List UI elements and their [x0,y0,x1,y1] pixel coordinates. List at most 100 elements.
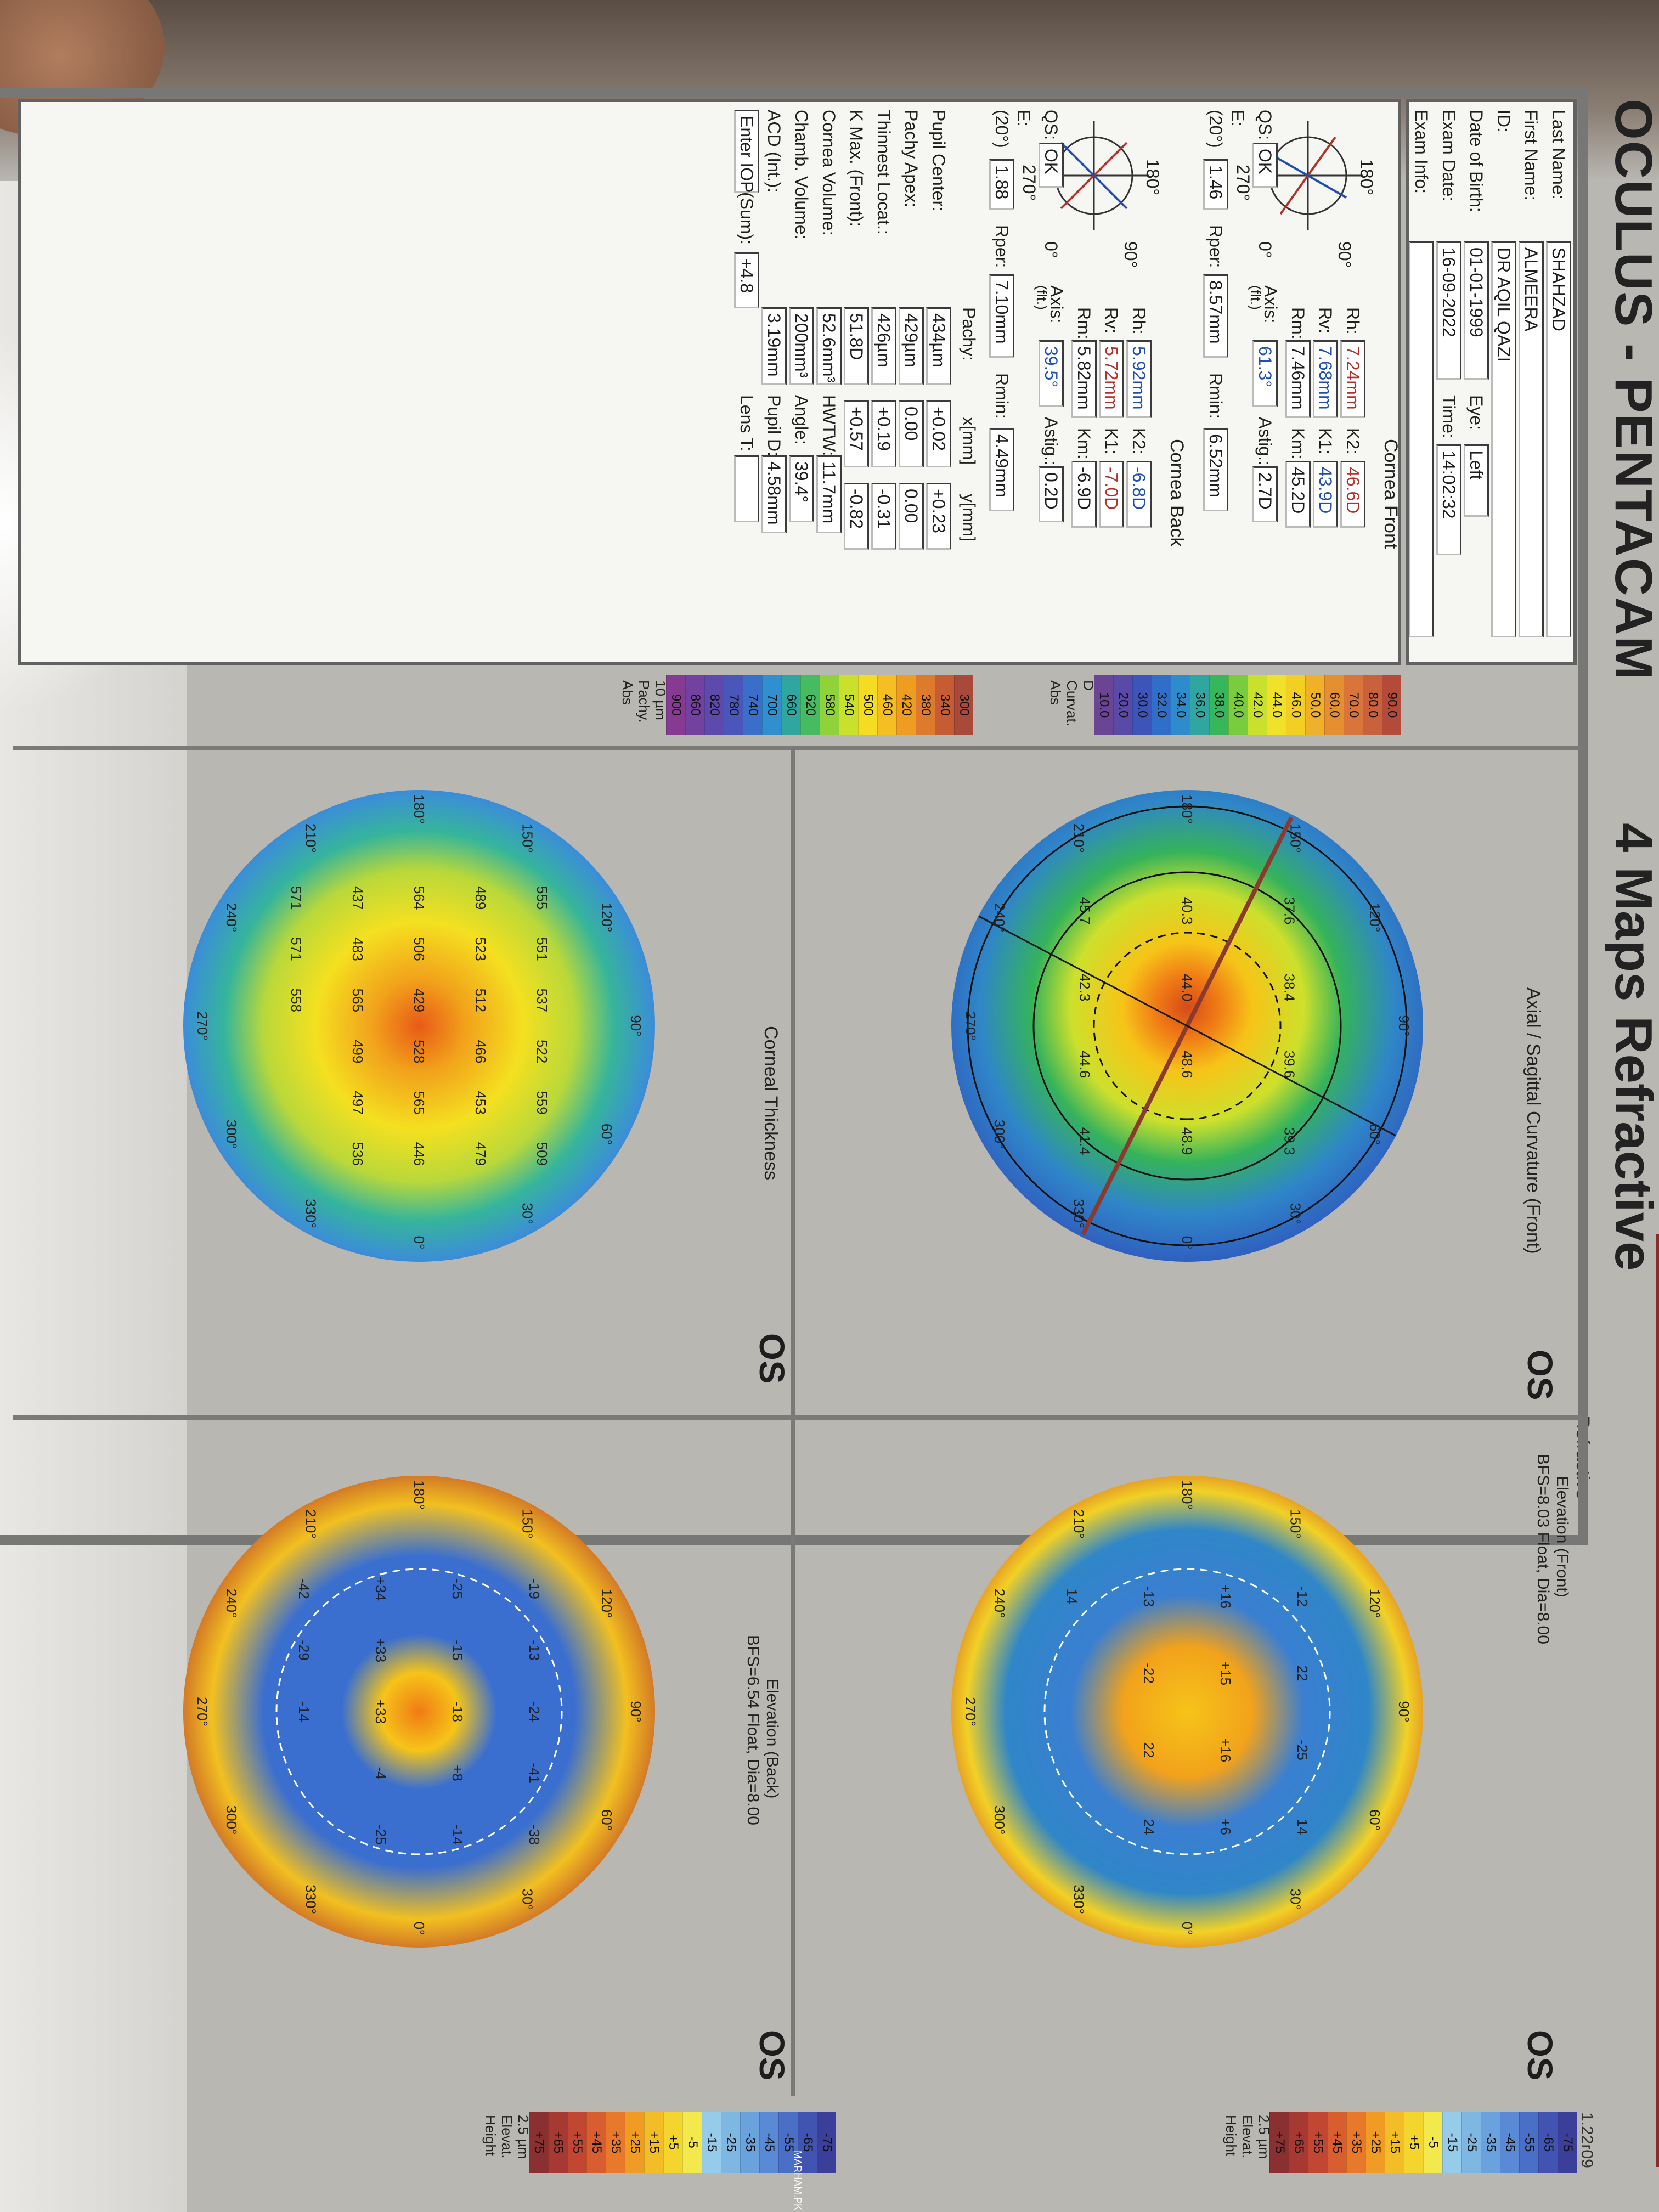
pachy-scale: 300 340 380 420 460 500 540 580 620 660 700 740 780 8… [666,675,973,735]
elevation-scale-cell: +75 [529,2112,548,2172]
pachy-scale-cell: 380 [916,675,935,735]
elev-front-angle-label: 0° [1179,1922,1195,1936]
time-label: Time: [1439,395,1459,438]
pachy-scale-cell: 740 [743,675,762,735]
front-km-value: 45.2D [1285,461,1311,528]
pachy-scale-cell: 540 [839,675,858,735]
elevation-scale-cell: +45 [586,2112,606,2172]
elevation-scale-back: -75 -65 -55 -45 -35 -25 -15 -5 +5 +15 +25 +35 +45 +55… [529,2112,836,2172]
elev-back-value: -42 [296,1578,312,1599]
axial-angle-label: 240° [991,903,1008,933]
elevation-scale-cell: -35 [740,2112,759,2172]
thin-y-value: -0.31 [871,483,896,550]
thickness-angle-label: 270° [194,1011,211,1041]
version-label: 1.22r09 [1578,2112,1596,2168]
elev-front-title: Elevation (Front) [1553,1476,1571,1598]
front-rm-value: 7.46mm [1285,340,1311,418]
pachy-scale-cell: 420 [896,675,916,735]
report-title: OCULUS - PENTACAM [1604,99,1659,681]
acd-label: ACD (Int.): [764,110,784,193]
watermark: MARHAM.PK [792,2151,803,2211]
elev-back-value: +33 [373,1638,389,1662]
axial-angle-label: 330° [1071,1199,1087,1228]
corneal-thickness-map: 555 551 537 522 559 509 489 523 512 466 453 479 564 5… [183,790,655,1262]
elev1-unit-height: Height [1223,2115,1239,2157]
pachy-unit-pachy: Pachy. [636,680,652,723]
elev-back-angle-label: 60° [599,1809,615,1831]
enter-iop-button[interactable]: Enter IOP [734,110,759,193]
elev-back-value: -19 [526,1578,543,1599]
cornea-volume-label: Cornea Volume: [819,110,839,236]
front-rm-label: Rm: [1288,307,1308,340]
elevation-scale-cell: +25 [625,2112,644,2172]
elev-front-value: +16 [1217,1584,1234,1609]
back-rv-value: 5.72mm [1099,340,1124,418]
thickness-value: 499 [349,1040,366,1063]
thickness-value: 551 [534,937,550,961]
elev-back-angle-label: 270° [194,1697,211,1726]
thickness-angle-label: 90° [628,1015,644,1036]
curvature-scale-cell: 70.0 [1344,675,1363,735]
pachy-scale-cell: 460 [877,675,896,735]
front-astig-value: 2.7D [1252,466,1278,522]
elev-back-angle-label: 240° [223,1589,240,1618]
hwtw-value: 11.7mm [816,455,842,533]
front-astig-label: Astig.: [1255,417,1275,466]
elev-front-value: -13 [1141,1586,1157,1607]
thickness-value: 479 [472,1142,489,1166]
back-0-label: 0° [1041,241,1061,258]
back-axis-flat: (flt.) [1034,285,1050,310]
elev-back-angle-label: 300° [223,1805,240,1835]
elev-back-angle-label: 30° [520,1888,536,1910]
front-k1-value: 43.9D [1313,461,1338,528]
thickness-value: 506 [411,937,427,961]
front-e20-value: 1.46 [1203,159,1228,210]
elevation-scale-cell: +15 [1385,2112,1404,2172]
angle-label: Angle: [792,395,811,445]
thickness-value: 522 [534,1040,550,1063]
axial-angle-label: 90° [1396,1015,1412,1036]
divider-vertical-right [13,1415,1582,1420]
thickness-eye: OS [752,1333,792,1384]
thickness-value: 466 [472,1040,489,1063]
thickness-angle-label: 150° [520,823,536,853]
last-name-field: SHAHZAD [1546,241,1571,637]
back-rv-label: Rv: [1102,307,1121,334]
axial-angle-label: 150° [1288,823,1304,853]
thickness-value: 446 [411,1142,427,1166]
elev-front-angle-label: 240° [991,1589,1008,1618]
front-k1-label: K1: [1316,428,1335,455]
elevation-scale-cell: +5 [663,2112,682,2172]
front-k2-value: 46.6D [1340,461,1365,528]
elevation-scale-cell: -45 [1500,2112,1519,2172]
pupil-y-value: +0.23 [926,483,951,550]
axial-value: 48.6 [1179,1051,1195,1079]
front-qs-value: OK [1252,143,1278,188]
elev2-unit-elevat: Elevat. [499,2115,515,2159]
elev-front-value: +6 [1217,1819,1234,1835]
exam-info-field [1409,241,1434,637]
elev-back-value: -14 [449,1824,466,1845]
elev-front-angle-label: 330° [1071,1884,1087,1914]
back-astig-label: Astig.: [1041,417,1061,466]
elev-back-value: -29 [296,1640,312,1661]
elev-front-angle-label: 300° [991,1805,1008,1835]
curvature-scale-cell: 38.0 [1209,675,1228,735]
front-km-label: Km: [1288,428,1308,459]
elev1-unit-elevat: Elevat. [1239,2115,1256,2159]
elev-back-angle-label: 330° [303,1884,319,1914]
apex-y-value: 0.00 [899,483,924,550]
elev-front-value: +15 [1217,1661,1234,1685]
pachy-y-label: y[mm] [959,494,979,542]
curvature-scale-cell: 10.0 [1094,675,1113,735]
thickness-value: 564 [411,886,427,910]
curvature-scale-cell: 32.0 [1152,675,1171,735]
elevation-scale-cell: +65 [548,2112,567,2172]
first-name-field: ALMEERA [1519,241,1544,637]
elev-back-angle-label: 0° [411,1922,427,1936]
axial-value: 45.7 [1076,897,1093,925]
elevation-scale-cell: +35 [1346,2112,1365,2172]
elev-back-value: -13 [526,1640,543,1661]
elev-front-angle-label: 60° [1367,1809,1383,1831]
